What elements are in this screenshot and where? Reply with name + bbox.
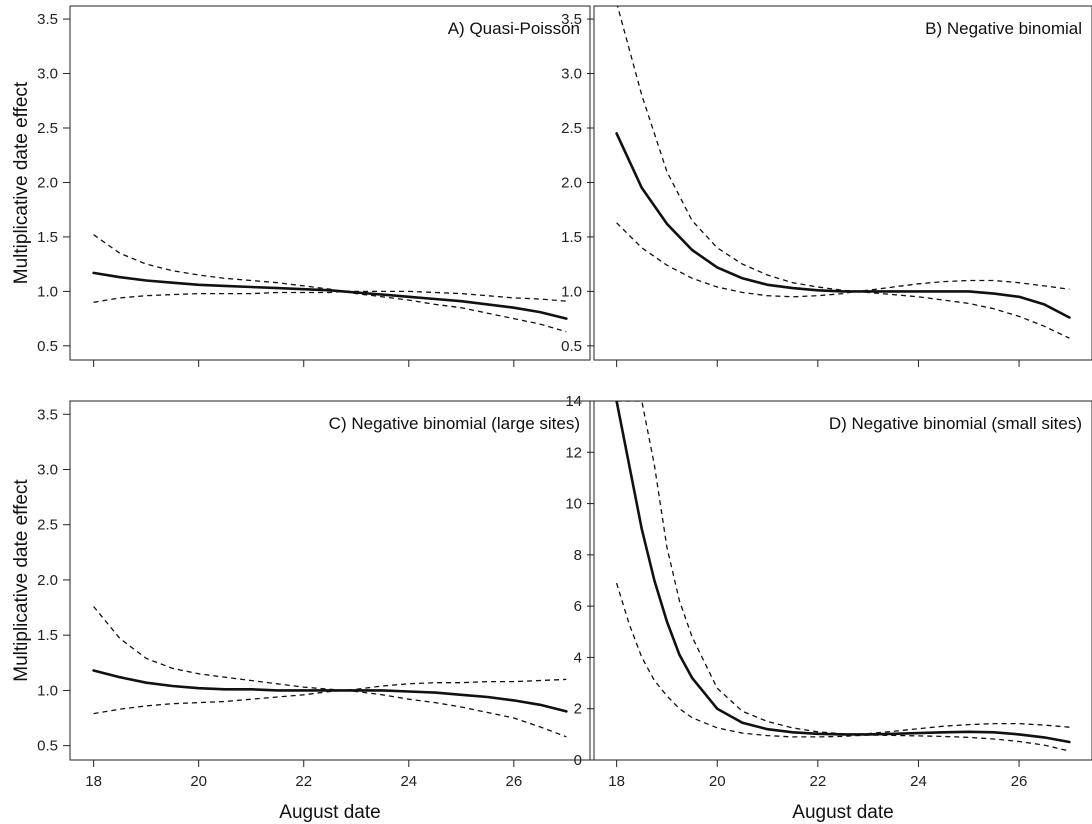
y-tick-label: 3.5	[37, 406, 58, 423]
y-tick-label: 3.0	[37, 461, 58, 478]
confidence-band-line	[616, 222, 1070, 339]
y-tick-label: 1.5	[561, 229, 582, 246]
x-axis-title: August date	[279, 802, 380, 823]
panel-title: A) Quasi-Poisson	[448, 19, 580, 38]
y-tick-label: 2.0	[37, 174, 58, 191]
estimate-line	[615, 132, 1071, 319]
x-tick-label: 26	[505, 773, 522, 790]
estimate-line	[615, 401, 1071, 744]
x-tick-label: 20	[709, 773, 726, 790]
y-tick-label: 14	[565, 393, 582, 410]
y-axis-title: Multiplicative date effect	[11, 479, 32, 682]
y-tick-label: 3.0	[561, 66, 582, 83]
confidence-band-line	[93, 606, 567, 692]
plot-frame	[69, 5, 591, 361]
x-tick-label: 20	[190, 773, 207, 790]
confidence-band-line	[93, 290, 567, 303]
y-tick-label: 1.5	[37, 229, 58, 246]
y-tick-label: 12	[565, 444, 582, 461]
confidence-band-line	[93, 689, 567, 738]
y-tick-label: 1.5	[37, 627, 58, 644]
x-tick-label: 22	[810, 773, 827, 790]
plot-frame	[69, 400, 591, 761]
y-tick-label: 2.0	[561, 174, 582, 191]
x-tick-label: 22	[295, 773, 312, 790]
x-tick-label: 24	[400, 773, 417, 790]
panel-title: C) Negative binomial (large sites)	[329, 414, 580, 433]
x-tick-label: 26	[1011, 773, 1028, 790]
y-tick-label: 0.5	[37, 738, 58, 755]
x-tick-label: 24	[910, 773, 927, 790]
plot-frame	[593, 400, 1092, 761]
y-tick-label: 10	[565, 496, 582, 513]
y-tick-label: 3.5	[37, 11, 58, 28]
y-tick-label: 0	[574, 752, 582, 769]
y-axis-title: Multiplicative date effect	[11, 81, 32, 284]
panel-c: 0.51.01.52.02.53.03.518 20 22 24 26C) Negati…	[11, 400, 591, 823]
confidence-band-line	[615, 582, 1070, 752]
y-tick-label: 0.5	[561, 338, 582, 355]
y-tick-label: 8	[574, 547, 582, 564]
y-tick-label: 6	[574, 598, 582, 615]
estimate-line	[92, 271, 568, 320]
panel-title: B) Negative binomial	[925, 19, 1082, 38]
confidence-band-line	[616, 6, 1070, 293]
y-tick-label: 2.5	[561, 120, 582, 137]
panel-b: 0.5 1.0 1.5 2.0 2.5 3.0 3.5 B) Negative binomia…	[561, 5, 1092, 367]
y-tick-label: 1.0	[37, 682, 58, 699]
confidence-band-line	[616, 401, 1070, 736]
y-tick-label: 1.0	[37, 283, 58, 300]
x-tick-label: 18	[608, 773, 625, 790]
panel-a: 0.51.01.52.02.53.03.5 A) Quasi-PoissonMul…	[11, 5, 591, 367]
y-tick-label: 2.5	[37, 120, 58, 137]
y-tick-label: 2	[574, 701, 582, 718]
y-tick-label: 3.0	[37, 66, 58, 83]
confidence-band-line	[93, 234, 567, 333]
x-axis-title: August date	[792, 802, 893, 823]
y-tick-label: 3.5	[561, 11, 582, 28]
x-tick-label: 18	[85, 773, 102, 790]
y-tick-label: 1.0	[561, 283, 582, 300]
y-tick-label: 2.0	[37, 572, 58, 589]
y-tick-label: 4	[574, 649, 582, 666]
plot-frame	[593, 5, 1092, 361]
y-tick-label: 2.5	[37, 517, 58, 534]
y-tick-label: 0.5	[37, 338, 58, 355]
panel-title: D) Negative binomial (small sites)	[829, 414, 1082, 433]
